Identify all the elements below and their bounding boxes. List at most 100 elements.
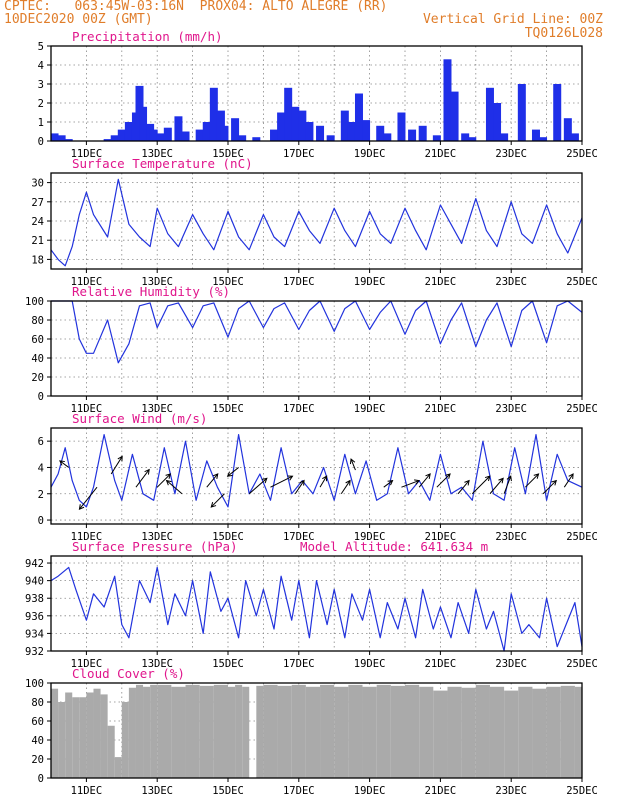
precip-bar bbox=[277, 112, 286, 141]
cloud-bar bbox=[86, 692, 94, 778]
wind-arrow-head bbox=[464, 479, 470, 486]
precip-bar bbox=[50, 133, 59, 141]
wind-arrow bbox=[248, 477, 268, 495]
temp-ytick-label: 24 bbox=[31, 216, 44, 228]
rh-ytick-label: 100 bbox=[25, 296, 44, 308]
precip-bar bbox=[64, 139, 73, 141]
header-grid-note: Vertical Grid Line: 00Z bbox=[422, 12, 603, 27]
wind-line bbox=[50, 434, 583, 508]
pres-xtick-label: 21DEC bbox=[425, 658, 457, 670]
precip-title: Precipitation (mm/h) bbox=[72, 29, 223, 44]
precip-xtick-label: 23DEC bbox=[495, 148, 527, 160]
wind-arrow bbox=[135, 469, 150, 488]
wind-arrow bbox=[383, 480, 393, 488]
precip-bar bbox=[181, 131, 190, 141]
precip-bar bbox=[163, 127, 172, 141]
precip-bar bbox=[209, 87, 218, 141]
cloud-bar bbox=[320, 684, 335, 778]
cloud-ytick-label: 40 bbox=[31, 735, 44, 747]
header-station: CPTEC: 063:45W-03:16N PROX04: ALTO ALEGR… bbox=[4, 0, 388, 14]
precip-bar bbox=[485, 87, 494, 141]
wind-xtick-label: 15DEC bbox=[212, 531, 244, 543]
precip-bar bbox=[298, 110, 307, 141]
precip-ytick-label: 4 bbox=[38, 60, 44, 72]
cloud-ytick-label: 100 bbox=[25, 678, 44, 690]
precip-bar bbox=[149, 129, 158, 141]
precip-bar bbox=[563, 118, 572, 141]
cloud-bar bbox=[93, 688, 101, 778]
temp-ytick-label: 18 bbox=[31, 254, 44, 266]
precip-bar bbox=[539, 137, 548, 141]
wind-xtick-label: 21DEC bbox=[425, 531, 457, 543]
pres-ytick-label: 940 bbox=[25, 576, 44, 588]
rh-xtick-label: 17DEC bbox=[283, 403, 315, 415]
pres-ytick-label: 936 bbox=[25, 611, 44, 623]
wind-xtick-label: 19DEC bbox=[354, 531, 386, 543]
temp-xtick-label: 25DEC bbox=[566, 276, 598, 288]
precip-bar bbox=[443, 59, 452, 141]
cloud-bar bbox=[348, 684, 363, 778]
cloud-title: Cloud Cover (%) bbox=[72, 666, 185, 681]
precip-bar bbox=[326, 135, 335, 141]
cloud-bar bbox=[419, 686, 434, 778]
precip-bar bbox=[117, 129, 126, 141]
wind-arrow bbox=[340, 480, 351, 495]
precip-xtick-label: 11DEC bbox=[71, 148, 103, 160]
precip-bar bbox=[461, 133, 470, 141]
cloud-bar bbox=[461, 687, 476, 778]
cloud-bar bbox=[518, 686, 533, 778]
precip-bar bbox=[195, 129, 204, 141]
cloud-bar bbox=[489, 686, 505, 778]
precip-bar bbox=[270, 129, 279, 141]
rh-xtick-label: 25DEC bbox=[566, 403, 598, 415]
rh-title: Relative Humidity (%) bbox=[72, 284, 230, 299]
pres-ytick-label: 942 bbox=[25, 558, 44, 570]
temp-ytick-label: 27 bbox=[31, 197, 44, 209]
wind-arrow-head bbox=[568, 473, 574, 480]
wind-arrow bbox=[206, 473, 219, 488]
precip-ytick-label: 5 bbox=[38, 41, 44, 53]
precip-bar bbox=[493, 103, 502, 141]
wind-arrow-head bbox=[210, 502, 217, 508]
precip-bar bbox=[418, 125, 427, 141]
wind-xtick-label: 23DEC bbox=[495, 531, 527, 543]
cloud-bar bbox=[121, 702, 129, 778]
temp-xtick-label: 21DEC bbox=[425, 276, 457, 288]
wind-arrow-head bbox=[445, 473, 451, 479]
wind-arrow-head bbox=[322, 475, 328, 482]
rh-line bbox=[51, 300, 583, 364]
temp-xtick-label: 17DEC bbox=[283, 276, 315, 288]
wind-arrow-head bbox=[144, 468, 150, 475]
cloud-bar bbox=[362, 686, 377, 778]
precip-bar bbox=[139, 106, 148, 141]
wind-xtick-label: 13DEC bbox=[141, 531, 173, 543]
wind-arrow bbox=[156, 473, 171, 488]
pres-ytick-label: 938 bbox=[25, 593, 44, 605]
wind-arrow bbox=[563, 473, 574, 488]
cloud-bar bbox=[100, 694, 108, 778]
cloud-bar bbox=[277, 685, 292, 778]
cloud-bar bbox=[546, 686, 561, 778]
cloud-ytick-label: 0 bbox=[38, 773, 44, 785]
wind-ytick-label: 2 bbox=[38, 489, 44, 501]
precip-bar bbox=[316, 125, 325, 141]
cloud-xtick-label: 19DEC bbox=[354, 785, 386, 797]
pres-xtick-label: 17DEC bbox=[283, 658, 315, 670]
precip-ytick-label: 2 bbox=[38, 98, 44, 110]
wind-arrow bbox=[319, 475, 328, 488]
pres-subtitle: Model Altitude: 641.634 m bbox=[300, 539, 488, 554]
cloud-bar bbox=[157, 684, 172, 778]
rh-xtick-label: 23DEC bbox=[495, 403, 527, 415]
rh-xtick-label: 21DEC bbox=[425, 403, 457, 415]
temp-xtick-label: 15DEC bbox=[212, 276, 244, 288]
cloud-xtick-label: 21DEC bbox=[425, 785, 457, 797]
cloud-bar bbox=[305, 686, 321, 778]
cloud-ytick-label: 60 bbox=[31, 716, 44, 728]
precip-ytick-label: 0 bbox=[38, 136, 44, 148]
wind-arrow bbox=[471, 475, 491, 495]
header-run-code: TQ0126L028 bbox=[524, 26, 603, 41]
cloud-bar bbox=[58, 702, 66, 778]
wind-arrow bbox=[542, 480, 557, 495]
rh-ytick-label: 0 bbox=[38, 391, 44, 403]
